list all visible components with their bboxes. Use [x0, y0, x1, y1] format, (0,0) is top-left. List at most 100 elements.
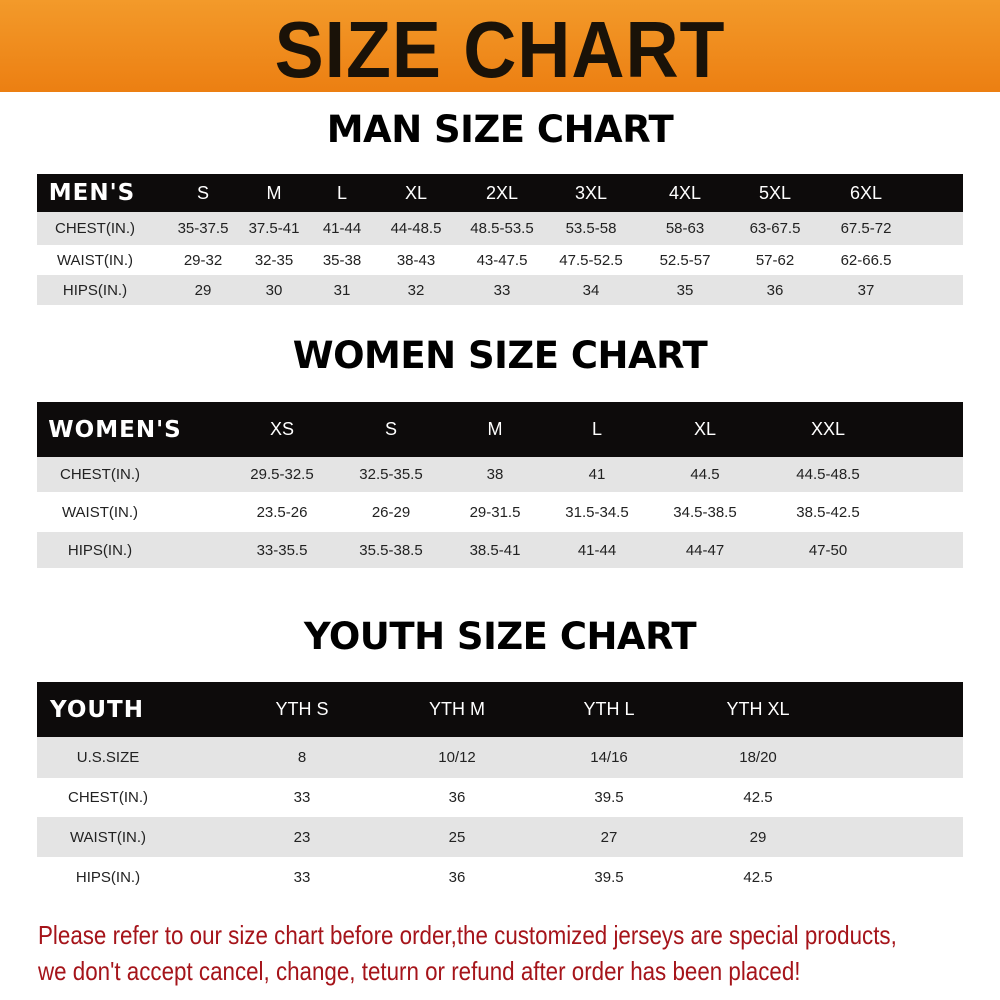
measurement-cell: 52.5-57	[659, 251, 711, 269]
measurement-cell: 18/20	[739, 749, 777, 766]
measurement-cell: 14/16	[590, 749, 628, 766]
table-row: WAIST(IN.) 23.5-26 26-29 29-31.5 31.5-34.5 34…	[37, 492, 963, 532]
measurement-cell: 38-43	[396, 251, 436, 269]
row-label: WAIST(IN.)	[69, 828, 147, 846]
size-header: XL	[404, 182, 428, 203]
measurement-cell: 33	[293, 789, 311, 806]
measurement-cell: 33	[293, 868, 311, 886]
measurement-cell: 41	[588, 466, 606, 483]
measurement-cell: 25	[448, 828, 466, 846]
measurement-cell: 29.5-32.5	[250, 466, 314, 483]
men-section-title: MAN SIZE CHART	[326, 108, 674, 151]
measurement-cell: 37.5-41	[248, 220, 300, 237]
measurement-cell: 43-47.5	[476, 251, 528, 269]
measurement-cell: 26-29	[371, 503, 411, 521]
measurement-cell: 34	[582, 281, 600, 299]
measurement-cell: 32	[407, 281, 425, 299]
row-label: HIPS(IN.)	[62, 281, 128, 299]
row-label: WAIST(IN.)	[56, 251, 134, 269]
measurement-cell: 39.5	[594, 868, 624, 886]
measurement-cell: 35-37.5	[177, 220, 229, 237]
measurement-cell: 41-44	[577, 541, 617, 559]
measurement-cell: 42.5	[743, 868, 773, 886]
notice-line-2: we don't accept cancel, change, teturn o…	[38, 956, 801, 986]
size-header: XXL	[810, 419, 846, 439]
table-row: WAIST(IN.) 29-32 32-35 35-38 38-43 43-47.5 47.…	[37, 245, 963, 275]
size-header: 6XL	[849, 182, 883, 203]
youth-section-title: YOUTH SIZE CHART	[303, 615, 697, 658]
size-header: 3XL	[574, 182, 608, 203]
measurement-cell: 38.5-42.5	[796, 503, 860, 521]
size-header: YTH M	[429, 699, 485, 719]
measurement-cell: 44-48.5	[390, 220, 442, 237]
table-row: HIPS(IN.) 29 30 31 32 33 34 35 36 37	[37, 275, 963, 305]
row-label: HIPS(IN.)	[75, 868, 141, 886]
measurement-cell: 23.5-26	[256, 503, 308, 521]
measurement-cell: 53.5-58	[565, 220, 617, 237]
measurement-cell: 27	[600, 828, 618, 846]
size-header: XL	[693, 419, 717, 439]
measurement-cell: 62-66.5	[840, 251, 892, 269]
women-header-row: WOMEN'S XS S M L XL XXL	[37, 402, 963, 457]
measurement-cell: 31.5-34.5	[565, 503, 629, 521]
measurement-cell: 36	[448, 789, 466, 806]
row-label: U.S.SIZE	[76, 749, 140, 766]
measurement-cell: 44.5-48.5	[796, 466, 860, 483]
measurement-cell: 36	[766, 281, 784, 299]
page-title: SIZE CHART	[274, 5, 726, 94]
measurement-cell: 35.5-38.5	[359, 541, 423, 559]
measurement-cell: 37	[857, 281, 875, 299]
size-header: 2XL	[485, 182, 519, 203]
size-header: YTH L	[583, 699, 635, 719]
table-row: CHEST(IN.) 29.5-32.5 32.5-35.5 38 41 44.5 44.5…	[37, 457, 963, 492]
measurement-cell: 23	[293, 828, 311, 846]
measurement-cell: 44.5	[690, 466, 720, 483]
row-label: HIPS(IN.)	[67, 541, 133, 559]
table-row: WAIST(IN.) 23 25 27 29	[37, 817, 963, 857]
measurement-cell: 42.5	[743, 789, 773, 806]
measurement-cell: 58-63	[665, 220, 705, 237]
measurement-cell: 47.5-52.5	[559, 251, 623, 269]
measurement-cell: 39.5	[594, 789, 624, 806]
measurement-cell: 41-44	[322, 220, 362, 237]
measurement-cell: 38	[486, 466, 504, 483]
table-title-cell: MEN'S	[48, 180, 136, 206]
measurement-cell: 32-35	[254, 251, 294, 269]
table-row: U.S.SIZE 8 10/12 14/16 18/20	[37, 737, 963, 778]
measurement-cell: 32.5-35.5	[359, 466, 423, 483]
measurement-cell: 36	[448, 868, 466, 886]
measurement-cell: 29-31.5	[469, 503, 521, 521]
measurement-cell: 35	[676, 281, 694, 299]
table-row: HIPS(IN.) 33-35.5 35.5-38.5 38.5-41 41-44 44-…	[37, 532, 963, 568]
size-header: M	[487, 419, 503, 439]
measurement-cell: 57-62	[755, 251, 795, 269]
size-header: L	[336, 182, 348, 203]
measurement-cell: 33	[493, 281, 511, 299]
measurement-cell: 29	[749, 828, 767, 846]
measurement-cell: 29	[194, 281, 212, 299]
size-header: S	[384, 419, 398, 439]
measurement-cell: 10/12	[438, 749, 476, 766]
measurement-cell: 29-32	[183, 251, 223, 269]
measurement-cell: 30	[265, 281, 283, 299]
measurement-cell: 31	[333, 281, 351, 299]
notice-line-1: Please refer to our size chart before or…	[38, 920, 897, 950]
table-row: CHEST(IN.) 33 36 39.5 42.5	[37, 778, 963, 817]
size-header: L	[591, 419, 603, 439]
youth-header-row: YOUTH YTH S YTH M YTH L YTH XL	[37, 682, 963, 737]
measurement-cell: 38.5-41	[469, 541, 521, 559]
measurement-cell: 35-38	[322, 251, 362, 269]
women-section-title: WOMEN SIZE CHART	[292, 334, 708, 377]
measurement-cell: 34.5-38.5	[673, 503, 737, 521]
table-row: CHEST(IN.) 35-37.5 37.5-41 41-44 44-48.5 48.5…	[37, 212, 963, 245]
measurement-cell: 47-50	[808, 541, 848, 559]
measurement-cell: 67.5-72	[840, 220, 892, 237]
measurement-cell: 8	[297, 749, 307, 766]
row-label: CHEST(IN.)	[60, 466, 140, 483]
size-header: 4XL	[668, 182, 702, 203]
title-banner: SIZE CHART	[0, 0, 1000, 94]
size-header: YTH XL	[726, 699, 790, 719]
size-header: 5XL	[758, 182, 792, 203]
row-label: CHEST(IN.)	[55, 220, 135, 237]
table-row: HIPS(IN.) 33 36 39.5 42.5	[37, 857, 963, 897]
